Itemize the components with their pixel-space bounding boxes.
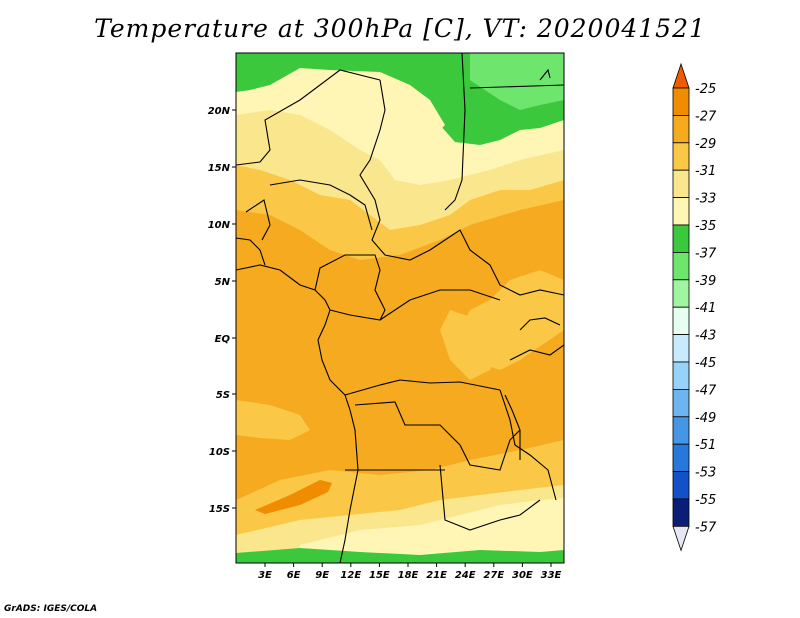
- lon-tick-label: 18E: [398, 570, 419, 581]
- colorbar-segment: [672, 306, 690, 336]
- colorbar-label: -43: [695, 329, 716, 344]
- colorbar-segment: [672, 251, 690, 281]
- colorbar-segment: [672, 471, 690, 500]
- lat-tick-label: 20N: [208, 106, 231, 117]
- field-green-south: [236, 548, 564, 563]
- lon-tick-label: 6E: [287, 570, 301, 581]
- field-coolest-south: [300, 498, 564, 563]
- lat-tick-label: 10S: [209, 447, 230, 458]
- field-hot-patch: [255, 480, 332, 514]
- colorbar-label: -37: [695, 246, 717, 261]
- colorbar-label: -25: [695, 82, 716, 97]
- colorbar-label: -47: [695, 383, 717, 398]
- lat-tick-label: 10N: [208, 220, 231, 231]
- colorbar-label: -51: [695, 438, 716, 453]
- lon-axis: 3E 6E 9E 12E 15E 18E 21E 24E 27E 30E 33E: [258, 563, 562, 581]
- colorbar-segment: [672, 279, 690, 308]
- colorbar-label: -39: [695, 274, 716, 289]
- colorbar-label: -33: [695, 192, 716, 207]
- colorbar-label: -41: [695, 301, 716, 316]
- lat-tick-label: 15S: [209, 504, 230, 515]
- colorbar-segment: [672, 87, 690, 116]
- lon-tick-label: 30E: [512, 570, 533, 581]
- lat-tick-label: 15N: [208, 163, 231, 174]
- lon-tick-label: 9E: [315, 570, 329, 581]
- colorbar-segment: [672, 361, 690, 390]
- colorbar-segment: [672, 197, 690, 226]
- colorbar-label: -55: [695, 493, 716, 508]
- lon-tick-label: 33E: [541, 570, 562, 581]
- colorbar-label: -31: [695, 164, 716, 179]
- colorbar-segment: [672, 443, 690, 473]
- colorbar-top-arrow: [672, 62, 690, 89]
- colorbar-label: -45: [695, 356, 716, 371]
- colorbar-segment: [672, 388, 690, 418]
- colorbar-segment: [672, 169, 690, 198]
- map-frame: [235, 52, 565, 564]
- field-mid-west-strip: [236, 400, 310, 440]
- colorbar-label: -53: [695, 466, 716, 481]
- lat-tick-label: 5N: [215, 277, 231, 288]
- grads-credit: GrADS: IGES/COLA: [4, 604, 98, 614]
- colorbar-bottom-arrow: [672, 526, 690, 552]
- lon-tick-label: 3E: [258, 570, 272, 581]
- colorbar-label: -35: [695, 219, 716, 234]
- colorbar-label: -57: [695, 520, 717, 535]
- lat-axis: 20N 15N 10N 5N EQ 5S 10S 15S: [208, 106, 236, 515]
- field-mid-center: [440, 310, 500, 380]
- lon-tick-label: 15E: [369, 570, 390, 581]
- colorbar-label: -49: [695, 411, 716, 426]
- lon-tick-label: 27E: [483, 570, 504, 581]
- map-title: Temperature at 300hPa [C], VT: 202004152…: [94, 14, 706, 43]
- colorbar-segment: [672, 498, 690, 527]
- lon-tick-label: 21E: [426, 570, 447, 581]
- field-coolest-notch: [330, 70, 445, 140]
- lon-tick-label: 24E: [455, 570, 476, 581]
- colorbar-label: -27: [695, 109, 717, 124]
- country-borders: [236, 53, 564, 563]
- field-lightgreen-north: [470, 53, 564, 110]
- colorbar: -25 -27 -29 -31 -33 -35 -37 -39 -41 -43 -45 -47 -49 -…: [672, 62, 717, 552]
- colorbar-segment: [672, 224, 690, 253]
- lat-tick-label: EQ: [215, 334, 231, 345]
- colorbar-segment: [672, 416, 690, 445]
- colorbar-segment: [672, 334, 690, 363]
- lat-tick-label: 5S: [216, 390, 230, 401]
- colorbar-label: -29: [695, 137, 716, 152]
- lon-tick-label: 12E: [340, 570, 361, 581]
- temperature-field: [236, 53, 564, 563]
- colorbar-segment: [672, 142, 690, 171]
- colorbar-segment: [672, 115, 690, 144]
